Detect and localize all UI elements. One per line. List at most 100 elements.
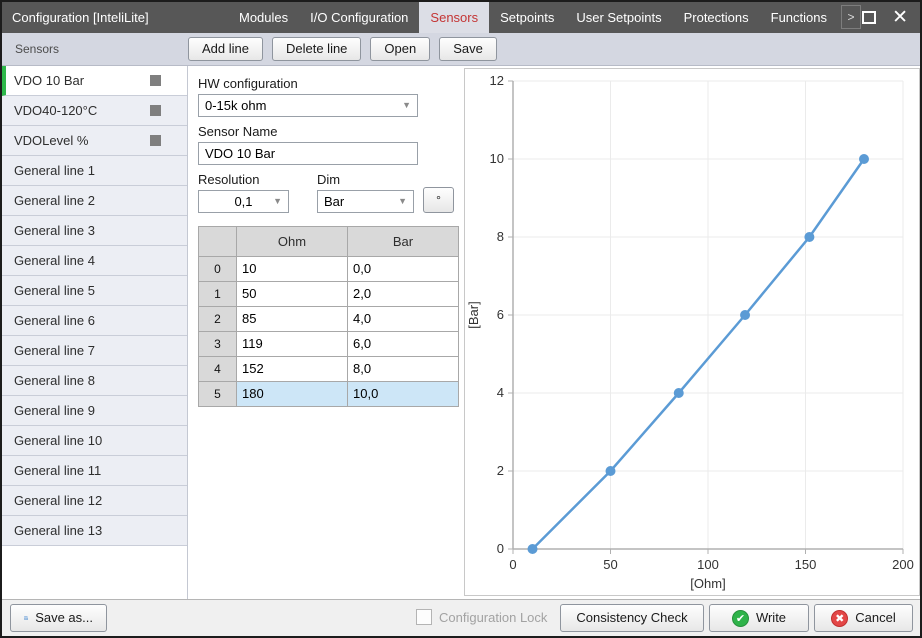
cell-bar[interactable]: 2,0: [348, 282, 459, 307]
sidebar-item-general-line-10[interactable]: General line 10: [2, 426, 187, 456]
save-button[interactable]: Save: [439, 37, 497, 61]
tab-i-o-configuration[interactable]: I/O Configuration: [310, 10, 409, 25]
svg-text:0: 0: [509, 557, 516, 572]
toolbar: Sensors Add line Delete line Open Save: [2, 33, 920, 66]
sidebar-item-label: General line 2: [14, 193, 95, 208]
cell-ohm[interactable]: 85: [237, 307, 348, 332]
dim-block: Dim Bar ▼: [317, 172, 414, 213]
configuration-lock-label: Configuration Lock: [439, 609, 548, 625]
floppy-disk-icon: [24, 616, 28, 620]
sidebar-item-label: VDO40-120°C: [14, 103, 98, 118]
sidebar-item-general-line-11[interactable]: General line 11: [2, 456, 187, 486]
hw-configuration-label: HW configuration: [198, 76, 298, 91]
svg-text:100: 100: [697, 557, 719, 572]
cell-bar[interactable]: 4,0: [348, 307, 459, 332]
cell-ohm[interactable]: 50: [237, 282, 348, 307]
tab-overflow-button[interactable]: >: [841, 5, 862, 29]
x-circle-icon: ✖: [831, 609, 849, 627]
sensors-panel-label: Sensors: [15, 42, 60, 56]
dim-value: Bar: [324, 194, 345, 209]
chevron-down-icon: ▼: [398, 196, 407, 206]
cell-ohm[interactable]: 152: [237, 357, 348, 382]
write-label: Write: [755, 610, 787, 625]
toolbar-buttons: Add line Delete line Open Save: [188, 33, 497, 65]
sidebar-item-general-line-1[interactable]: General line 1: [2, 156, 187, 186]
resolution-label: Resolution: [198, 172, 260, 187]
sidebar-item-general-line-12[interactable]: General line 12: [2, 486, 187, 516]
sensor-status-square-icon: [150, 135, 161, 146]
svg-text:200: 200: [892, 557, 914, 572]
write-button[interactable]: ✔ Write: [709, 604, 809, 632]
sensor-list-sidebar: VDO 10 Bar VDO40-120°C VDOLevel % General l…: [2, 66, 188, 599]
sidebar-item-general-line-3[interactable]: General line 3: [2, 216, 187, 246]
sidebar-item-label: General line 7: [14, 343, 95, 358]
svg-text:150: 150: [795, 557, 817, 572]
cell-bar[interactable]: 8,0: [348, 357, 459, 382]
tab-user-setpoints[interactable]: User Setpoints: [576, 10, 662, 25]
sidebar-item-general-line-13[interactable]: General line 13: [2, 516, 187, 546]
sidebar-item-label: General line 5: [14, 283, 95, 298]
table-header-row: Ohm Bar: [199, 227, 459, 257]
sidebar-item-general-line-9[interactable]: General line 9: [2, 396, 187, 426]
resolution-select[interactable]: 0,1 ▼: [198, 190, 289, 213]
row-index-cell[interactable]: 2: [199, 307, 237, 332]
sidebar-item-label: General line 8: [14, 373, 95, 388]
cell-bar[interactable]: 0,0: [348, 257, 459, 282]
sidebar-item-label: General line 11: [14, 463, 102, 478]
sidebar-item-label: VDOLevel %: [14, 133, 89, 148]
sensor-curve-chart: 0 50 100 150 200 0 2 4 6 8 10 12 [Ohm] [Bar]: [466, 73, 914, 591]
row-index-cell[interactable]: 4: [199, 357, 237, 382]
sensor-detail-panel: HW configuration 0-15k ohm ▼ Sensor Name…: [189, 66, 464, 599]
open-button[interactable]: Open: [370, 37, 431, 61]
row-index-cell[interactable]: 1: [199, 282, 237, 307]
cell-ohm[interactable]: 180: [237, 382, 348, 407]
row-index-cell[interactable]: 0: [199, 257, 237, 282]
maximize-icon[interactable]: [862, 11, 877, 24]
cell-ohm[interactable]: 10: [237, 257, 348, 282]
sidebar-item-general-line-4[interactable]: General line 4: [2, 246, 187, 276]
sidebar-item-vdolevel[interactable]: VDOLevel %: [2, 126, 187, 156]
hw-configuration-select[interactable]: 0-15k ohm ▼: [198, 94, 418, 117]
sensor-name-input[interactable]: VDO 10 Bar: [198, 142, 418, 165]
sidebar-item-general-line-6[interactable]: General line 6: [2, 306, 187, 336]
sidebar-item-general-line-7[interactable]: General line 7: [2, 336, 187, 366]
table-row: 0 10 0,0: [199, 257, 459, 282]
cell-ohm[interactable]: 119: [237, 332, 348, 357]
sidebar-item-label: General line 12: [14, 493, 103, 508]
sidebar-item-general-line-2[interactable]: General line 2: [2, 186, 187, 216]
tab-setpoints[interactable]: Setpoints: [500, 10, 555, 25]
dim-label: Dim: [317, 172, 341, 187]
resolution-block: Resolution 0,1 ▼: [198, 172, 289, 213]
tab-sensors[interactable]: Sensors: [419, 2, 490, 33]
consistency-check-button[interactable]: Consistency Check: [560, 604, 704, 632]
cancel-button[interactable]: ✖ Cancel: [814, 604, 913, 632]
save-as-button[interactable]: Save as...: [10, 604, 107, 632]
footer-bar: Save as... Configuration Lock Consistenc…: [2, 599, 920, 636]
dim-select[interactable]: Bar ▼: [317, 190, 414, 213]
configuration-lock-checkbox[interactable]: [416, 609, 432, 625]
resolution-value: 0,1: [234, 194, 253, 209]
cell-bar[interactable]: 6,0: [348, 332, 459, 357]
cell-bar[interactable]: 10,0: [348, 382, 459, 407]
delete-line-button[interactable]: Delete line: [271, 37, 362, 61]
add-line-button[interactable]: Add line: [188, 37, 263, 61]
table-index-header: [199, 227, 237, 257]
svg-text:0: 0: [497, 541, 504, 556]
sidebar-item-label: General line 6: [14, 313, 95, 328]
close-icon[interactable]: ✕: [892, 7, 908, 28]
tab-modules[interactable]: Modules: [239, 10, 289, 25]
sidebar-item-label: General line 3: [14, 223, 95, 238]
tab-functions[interactable]: Functions: [770, 10, 828, 25]
tab-protections[interactable]: Protections: [683, 10, 749, 25]
sensor-status-square-icon: [150, 105, 161, 116]
sidebar-item-general-line-8[interactable]: General line 8: [2, 366, 187, 396]
sidebar-item-general-line-5[interactable]: General line 5: [2, 276, 187, 306]
check-circle-icon: ✔: [731, 609, 749, 627]
sidebar-item-vdo40-120-c[interactable]: VDO40-120°C: [2, 96, 187, 126]
degree-unit-button[interactable]: °: [423, 187, 454, 213]
svg-text:8: 8: [497, 229, 504, 244]
row-index-cell[interactable]: 3: [199, 332, 237, 357]
row-index-cell[interactable]: 5: [199, 382, 237, 407]
cancel-label: Cancel: [855, 610, 896, 625]
sidebar-item-vdo-10-bar[interactable]: VDO 10 Bar: [2, 66, 187, 96]
